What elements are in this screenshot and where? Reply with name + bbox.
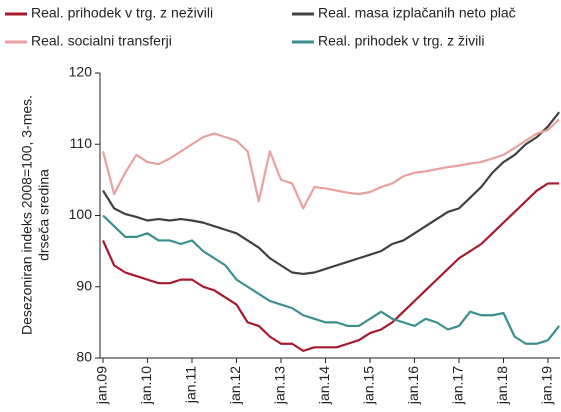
legend-label: Real. masa izplačanih neto plač [318,5,516,21]
legend-label: Real. socialni transferji [31,33,172,49]
y-tick-label: 80 [76,349,92,365]
series-line [102,111,560,276]
x-tick-label: jan.13 [272,366,288,405]
x-tick-label: jan.11 [183,366,199,404]
x-tick-label: jan.16 [405,366,421,405]
y-axis-label: Desezoniran indeks 2008=100, 3-mes. [19,95,35,335]
x-tick-label: jan.18 [494,366,510,405]
legend-label: Real. prihodek v trg. z živili [318,33,485,49]
x-tick-label: jan.12 [227,366,243,405]
legend-label: Real. prihodek v trg. z neživili [31,5,213,21]
x-tick-label: jan.15 [361,366,377,405]
y-tick-label: 120 [69,64,93,80]
series-line [101,182,560,352]
x-tick-label: jan.17 [450,366,466,405]
x-tick-label: jan.09 [94,366,110,405]
y-axis-label: drseča sredina [36,169,52,261]
y-tick-label: 110 [70,135,93,151]
x-tick-label: jan.10 [138,366,154,405]
y-tick-label: 90 [76,277,92,293]
series-line [102,214,560,345]
y-tick-label: 100 [69,206,93,222]
x-tick-label: jan.19 [539,366,555,405]
series-line [101,118,560,210]
x-tick-label: jan.14 [316,366,332,405]
